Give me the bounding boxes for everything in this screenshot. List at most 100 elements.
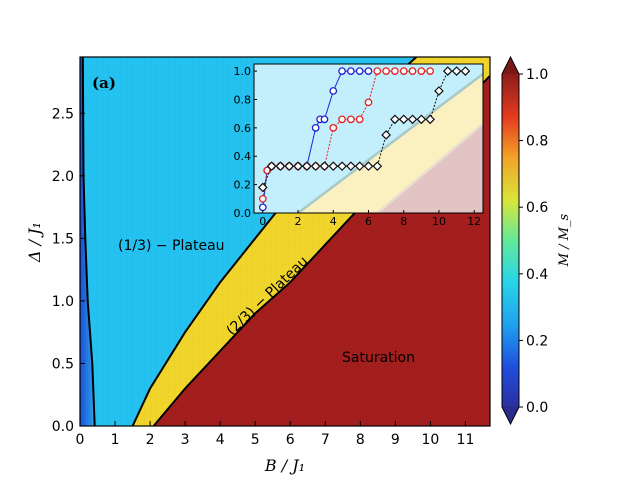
inset-x-tick-label: 6 [365, 215, 372, 228]
inset-point-black [293, 161, 303, 172]
inset-x-tick-label: 10 [432, 215, 446, 228]
main-axes-frame [79, 56, 491, 427]
inset-point-black [284, 161, 295, 172]
y-tick-label: 1.5 [52, 231, 74, 247]
x-tick-label: 11 [457, 432, 475, 448]
inset-point-blue [329, 87, 338, 95]
inset-point-black [257, 182, 268, 193]
inset-point-red [263, 166, 272, 175]
inset-point-black [398, 114, 409, 125]
x-axis-label: B / J₁ [264, 456, 305, 475]
inset-point-red [373, 67, 382, 75]
inset-point-blue [258, 203, 267, 212]
x-tick-label: 1 [111, 432, 120, 448]
colorbar-tick-label: 0.4 [526, 267, 548, 283]
colorbar-tick-label: 0.8 [526, 134, 548, 150]
inset-point-blue [338, 67, 346, 75]
colorbar-body [502, 74, 519, 407]
inset-point-black [407, 114, 418, 125]
inset-point-red [329, 124, 338, 132]
colorbar-label: M / M_s [557, 213, 572, 267]
low-field-boundary [81, 57, 96, 426]
inset-point-black [346, 161, 356, 172]
inset-point-black [275, 161, 286, 172]
x-tick-label: 9 [391, 432, 400, 448]
inset-point-black [372, 161, 383, 172]
inset-point-blue [355, 67, 364, 75]
inset-point-black [381, 130, 391, 140]
inset-point-red [399, 67, 408, 75]
inset-point-black [328, 161, 339, 172]
x-tick-label: 4 [216, 432, 225, 448]
inset-y-ticks: 0.0 0.2 0.4 0.6 0.8 1.0 [234, 65, 257, 220]
inset-point-red [426, 67, 435, 75]
y-tick-label: 1.0 [52, 294, 74, 310]
inset-y-tick-label: 1.0 [234, 65, 252, 78]
inset-point-black [363, 161, 374, 172]
inset-point-black [319, 161, 330, 172]
x-tick-label: 8 [356, 432, 365, 448]
colorbar: 0.0 0.2 0.4 0.6 0.8 1.0 M / M_s [501, 55, 572, 426]
colorbar-bottom-extension [502, 407, 519, 424]
x-tick-label: 3 [181, 432, 190, 448]
y-tick-label: 2.5 [52, 106, 74, 122]
inset-point-black [425, 114, 436, 125]
inset-point-black [354, 161, 365, 172]
colorbar-tick-label: 1.0 [526, 67, 548, 83]
inset-y-tick-label: 0.6 [234, 122, 252, 135]
inset-point-red [258, 194, 267, 203]
inset-point-red [391, 67, 399, 75]
colorbar-tick-label: 0.0 [526, 400, 548, 416]
inset-point-blue [320, 115, 329, 124]
one-third-plateau-label: (1/3) − Plateau [118, 238, 225, 254]
colorbar-tick-label: 0.2 [526, 333, 548, 349]
inset-point-black [266, 161, 277, 172]
x-tick-label: 5 [251, 432, 260, 448]
inset-point-red [347, 115, 355, 124]
inset-point-black [460, 66, 471, 76]
inset-point-blue [364, 67, 373, 75]
main-x-ticks: 0 1 2 3 4 5 6 7 8 9 10 11 [76, 421, 475, 448]
y-axis-label: Δ / J₁ [25, 222, 44, 263]
inset-x-ticks: 0 2 4 6 8 10 12 [259, 210, 481, 228]
x-tick-label: 2 [146, 432, 155, 448]
inset-x-tick-label: 8 [400, 215, 407, 228]
x-tick-label: 0 [76, 432, 85, 448]
inset-point-red [355, 115, 364, 124]
inset-y-tick-label: 0.8 [234, 93, 252, 106]
inset-point-black [337, 161, 347, 172]
panel-label: (a) [92, 74, 116, 92]
inset-y-tick-label: 0.2 [234, 179, 252, 192]
inset-point-black [451, 66, 462, 76]
x-tick-label: 10 [422, 432, 440, 448]
inset-point-black [301, 161, 312, 172]
inset-series-black [257, 66, 471, 193]
inset-point-black [416, 114, 427, 125]
inset-point-black [390, 114, 400, 125]
saturation-label: Saturation [342, 350, 415, 366]
inset-point-red [417, 67, 426, 75]
x-tick-label: 6 [286, 432, 295, 448]
inset-point-black [310, 161, 321, 172]
inset-point-blue [311, 124, 320, 132]
inset-y-tick-label: 0.4 [234, 150, 252, 163]
colorbar-tick-label: 0.6 [526, 200, 548, 216]
inset-x-tick-label: 12 [467, 215, 481, 228]
inset-point-black [442, 66, 453, 76]
y-tick-label: 0.5 [52, 356, 74, 372]
inset-point-red [364, 98, 373, 107]
y-tick-label: 0.0 [52, 419, 74, 435]
x-tick-label: 7 [321, 432, 330, 448]
y-tick-label: 2.0 [52, 169, 74, 185]
colorbar-top-extension [502, 57, 519, 74]
inset-x-tick-label: 2 [295, 215, 302, 228]
inset-x-tick-label: 4 [330, 215, 337, 228]
inset-plot: 0 2 4 6 8 10 12 0.0 0.2 0.4 0.6 0.8 1.0 [234, 63, 484, 228]
main-y-ticks: 0.0 0.5 1.0 1.5 2.0 2.5 [52, 106, 85, 435]
inset-point-black [434, 86, 444, 96]
inset-point-red [382, 67, 390, 75]
inset-x-tick-label: 0 [259, 215, 266, 228]
inset-y-tick-label: 0.0 [234, 207, 252, 220]
inset-point-red [338, 115, 346, 124]
